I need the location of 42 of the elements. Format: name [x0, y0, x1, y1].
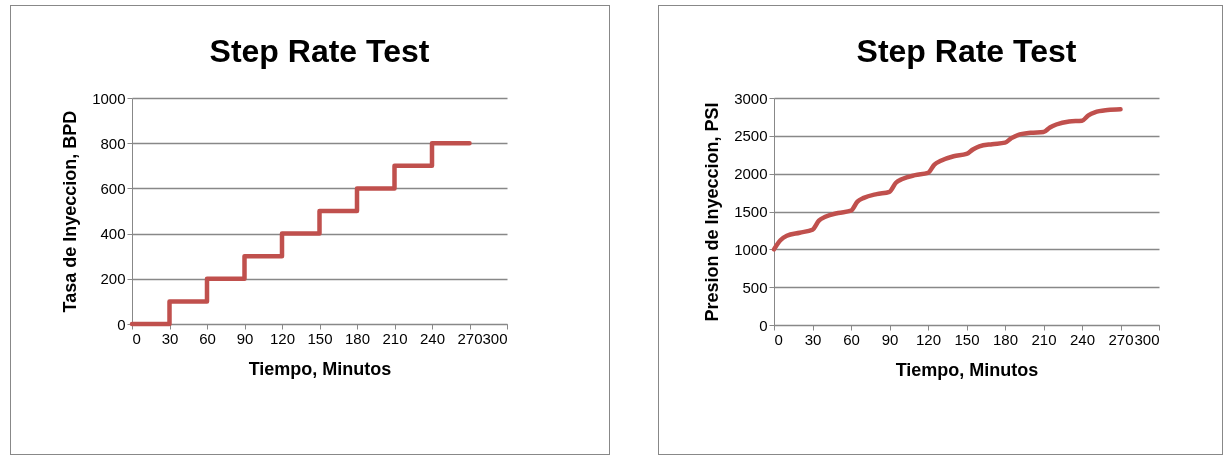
y-axis-title: Tasa de Inyeccion, BPD [60, 110, 81, 313]
x-tick-label: 300 [1134, 330, 1160, 348]
x-tick-label: 120 [915, 330, 942, 348]
x-tick-label: 0 [774, 330, 783, 348]
x-tick-label: 30 [161, 329, 179, 347]
x-tick-label: 90 [236, 329, 254, 347]
x-tick-label: 30 [804, 330, 822, 348]
chart-title: Step Rate Test [856, 33, 1077, 69]
y-tick-label: 1000 [92, 89, 126, 107]
x-tick-label: 300 [482, 329, 508, 347]
y-tick-label: 3000 [734, 89, 768, 107]
y-tick-label: 0 [117, 315, 126, 333]
x-tick-label: 210 [1031, 330, 1057, 348]
y-tick-label: 0 [759, 316, 768, 334]
x-axis-title: Tiempo, Minutos [248, 358, 392, 379]
y-tick-label: 2500 [734, 127, 768, 145]
y-tick-label: 1500 [734, 203, 768, 220]
x-tick-label: 270 [457, 329, 483, 347]
x-tick-label: 0 [132, 329, 141, 347]
x-tick-label: 120 [269, 329, 296, 347]
x-tick-label: 270 [1108, 330, 1134, 348]
x-tick-label: 240 [419, 329, 446, 347]
y-tick-label: 600 [100, 179, 126, 197]
y-tick-label: 2000 [734, 165, 768, 183]
y-axis-title: Presion de Inyeccion, PSI [702, 102, 723, 322]
y-tick-label: 400 [100, 225, 126, 243]
x-tick-label: 180 [344, 329, 371, 347]
x-tick-label: 240 [1069, 330, 1096, 348]
line-series [771, 107, 1123, 252]
y-tick-label: 200 [100, 270, 126, 288]
y-tick-label: 500 [742, 278, 768, 296]
x-tick-label: 150 [954, 330, 980, 348]
x-tick-label: 60 [843, 330, 860, 348]
y-tick-label: 800 [100, 134, 126, 152]
x-tick-label: 150 [307, 329, 333, 347]
y-tick-label: 1000 [734, 240, 768, 258]
x-tick-label: 90 [881, 330, 899, 348]
x-tick-label: 180 [992, 330, 1019, 348]
x-axis-title: Tiempo, Minutos [895, 359, 1039, 380]
chart-title: Step Rate Test [209, 33, 430, 69]
x-tick-label: 60 [199, 329, 216, 347]
x-tick-label: 210 [382, 329, 408, 347]
